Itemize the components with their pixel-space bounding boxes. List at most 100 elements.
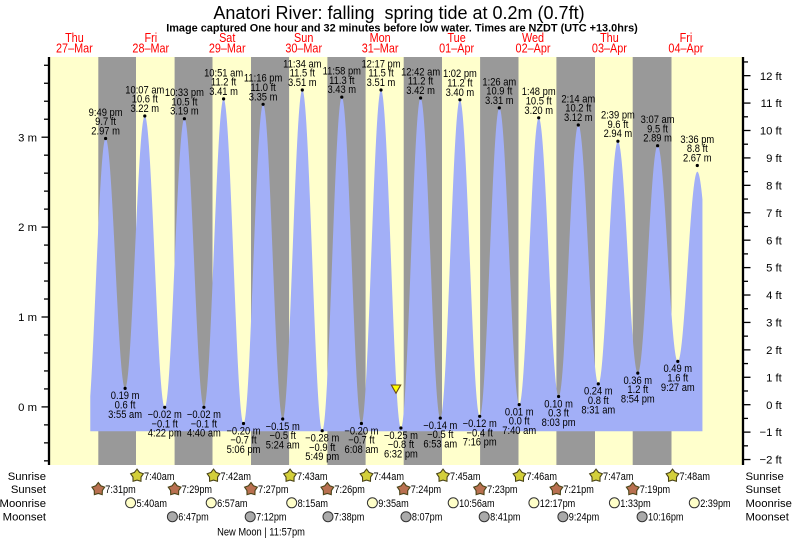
svg-text:Tue: Tue bbox=[447, 31, 466, 45]
svg-text:−0.5 ft: −0.5 ft bbox=[427, 430, 453, 442]
svg-text:−0.1 ft: −0.1 ft bbox=[152, 419, 178, 431]
svg-text:11.2 ft: 11.2 ft bbox=[447, 78, 473, 90]
svg-text:0.01 m: 0.01 m bbox=[505, 407, 534, 419]
svg-text:3.42 m: 3.42 m bbox=[406, 85, 435, 97]
svg-text:7:24pm: 7:24pm bbox=[411, 484, 441, 496]
svg-text:1:48 pm: 1:48 pm bbox=[522, 87, 556, 99]
svg-text:0.10 m: 0.10 m bbox=[544, 399, 573, 411]
svg-text:7:38pm: 7:38pm bbox=[334, 512, 364, 524]
svg-text:7:23pm: 7:23pm bbox=[487, 484, 517, 496]
svg-text:Sunrise: Sunrise bbox=[8, 471, 46, 483]
svg-text:0.24 m: 0.24 m bbox=[584, 386, 613, 398]
svg-text:−0.14 m: −0.14 m bbox=[423, 420, 457, 432]
svg-text:11:34 am: 11:34 am bbox=[283, 59, 321, 71]
svg-text:2 ft: 2 ft bbox=[766, 345, 783, 357]
svg-text:11:16 pm: 11:16 pm bbox=[244, 73, 282, 85]
svg-text:Moonset: Moonset bbox=[746, 512, 790, 524]
svg-text:3.31 m: 3.31 m bbox=[485, 95, 514, 107]
svg-text:02–Apr: 02–Apr bbox=[516, 42, 551, 56]
svg-text:−0.12 m: −0.12 m bbox=[463, 419, 497, 431]
svg-text:1 ft: 1 ft bbox=[766, 372, 783, 384]
svg-text:−0.02 m: −0.02 m bbox=[187, 410, 221, 422]
svg-text:2:39 pm: 2:39 pm bbox=[601, 110, 635, 122]
svg-text:Sunrise: Sunrise bbox=[746, 471, 784, 483]
svg-text:2:39pm: 2:39pm bbox=[700, 498, 730, 510]
svg-text:8.8 ft: 8.8 ft bbox=[687, 144, 708, 156]
svg-text:11.5 ft: 11.5 ft bbox=[290, 68, 316, 80]
svg-text:10.5 ft: 10.5 ft bbox=[526, 96, 552, 108]
svg-text:4 ft: 4 ft bbox=[766, 290, 783, 302]
svg-text:Thu: Thu bbox=[600, 31, 619, 45]
svg-text:7:26pm: 7:26pm bbox=[334, 484, 364, 496]
svg-text:2.89 m: 2.89 m bbox=[643, 133, 672, 145]
svg-text:2:14 am: 2:14 am bbox=[561, 94, 595, 106]
svg-text:7:31pm: 7:31pm bbox=[105, 484, 135, 496]
svg-text:−0.7 ft: −0.7 ft bbox=[348, 435, 374, 447]
svg-text:7:45am: 7:45am bbox=[450, 471, 480, 483]
svg-text:8:31 am: 8:31 am bbox=[581, 405, 615, 417]
svg-text:9:49 pm: 9:49 pm bbox=[89, 107, 123, 119]
svg-text:11.0 ft: 11.0 ft bbox=[250, 82, 276, 94]
svg-text:4:40 am: 4:40 am bbox=[187, 428, 221, 440]
svg-text:9.6 ft: 9.6 ft bbox=[607, 119, 628, 131]
svg-text:Sunset: Sunset bbox=[746, 484, 782, 496]
svg-text:3:07 am: 3:07 am bbox=[641, 115, 675, 127]
svg-text:04–Apr: 04–Apr bbox=[668, 42, 703, 56]
svg-text:12:17 pm: 12:17 pm bbox=[361, 59, 400, 71]
svg-text:3.12 m: 3.12 m bbox=[564, 112, 593, 124]
svg-text:8:41pm: 8:41pm bbox=[490, 512, 520, 524]
svg-text:New Moon | 11:57pm: New Moon | 11:57pm bbox=[217, 527, 305, 539]
svg-text:7:40 am: 7:40 am bbox=[502, 425, 536, 437]
svg-text:7:46am: 7:46am bbox=[527, 471, 557, 483]
svg-text:30–Mar: 30–Mar bbox=[285, 42, 322, 56]
svg-text:7:29pm: 7:29pm bbox=[182, 484, 212, 496]
svg-text:7:43am: 7:43am bbox=[297, 471, 327, 483]
svg-text:6:08 am: 6:08 am bbox=[344, 444, 378, 456]
svg-text:10.2 ft: 10.2 ft bbox=[565, 103, 591, 115]
svg-text:Image captured One hour and 32: Image captured One hour and 32 minutes b… bbox=[166, 22, 638, 34]
svg-text:−0.02 m: −0.02 m bbox=[148, 410, 182, 422]
svg-text:0 m: 0 m bbox=[18, 402, 37, 414]
svg-text:Moonset: Moonset bbox=[3, 512, 47, 524]
svg-text:10:56am: 10:56am bbox=[459, 498, 494, 510]
svg-text:0.36 m: 0.36 m bbox=[623, 375, 652, 387]
svg-text:Thu: Thu bbox=[65, 31, 84, 45]
svg-text:28–Mar: 28–Mar bbox=[132, 42, 169, 56]
svg-text:Moonrise: Moonrise bbox=[746, 498, 792, 510]
svg-text:9 ft: 9 ft bbox=[766, 153, 783, 165]
svg-text:8:07pm: 8:07pm bbox=[412, 512, 442, 524]
svg-text:31–Mar: 31–Mar bbox=[362, 42, 399, 56]
svg-text:−0.28 m: −0.28 m bbox=[305, 433, 339, 445]
svg-text:6:57am: 6:57am bbox=[217, 498, 247, 510]
svg-text:9.5 ft: 9.5 ft bbox=[647, 124, 668, 136]
svg-text:10.5 ft: 10.5 ft bbox=[171, 97, 197, 109]
svg-text:Fri: Fri bbox=[680, 31, 693, 45]
svg-text:−0.4 ft: −0.4 ft bbox=[467, 428, 493, 440]
svg-text:8:15am: 8:15am bbox=[298, 498, 328, 510]
svg-text:0.0 ft: 0.0 ft bbox=[509, 416, 530, 428]
svg-text:Wed: Wed bbox=[522, 31, 544, 45]
svg-text:7:27pm: 7:27pm bbox=[258, 484, 288, 496]
svg-text:2.97 m: 2.97 m bbox=[91, 126, 120, 138]
svg-text:Anatori River: falling spring: Anatori River: falling spring tide at 0.… bbox=[213, 3, 584, 23]
svg-text:2.94 m: 2.94 m bbox=[604, 129, 633, 141]
svg-text:11.2 ft: 11.2 ft bbox=[211, 77, 237, 89]
svg-text:7 ft: 7 ft bbox=[766, 208, 783, 220]
svg-text:7:42am: 7:42am bbox=[221, 471, 251, 483]
svg-text:11:58 pm: 11:58 pm bbox=[323, 66, 361, 78]
svg-text:Sun: Sun bbox=[294, 31, 313, 45]
svg-text:0.6 ft: 0.6 ft bbox=[115, 400, 136, 412]
svg-text:7:12pm: 7:12pm bbox=[256, 512, 286, 524]
svg-text:2 m: 2 m bbox=[18, 222, 37, 234]
svg-text:3.51 m: 3.51 m bbox=[367, 77, 396, 89]
svg-text:0.49 m: 0.49 m bbox=[663, 364, 692, 376]
svg-text:3.40 m: 3.40 m bbox=[446, 87, 475, 99]
svg-text:6:53 am: 6:53 am bbox=[423, 439, 457, 451]
svg-text:9:24pm: 9:24pm bbox=[569, 512, 599, 524]
svg-text:1:33pm: 1:33pm bbox=[620, 498, 650, 510]
svg-text:−0.20 m: −0.20 m bbox=[226, 426, 260, 438]
svg-text:3:55 am: 3:55 am bbox=[108, 409, 142, 421]
svg-text:27–Mar: 27–Mar bbox=[56, 42, 93, 56]
svg-text:10:33 pm: 10:33 pm bbox=[165, 88, 204, 100]
svg-text:7:44am: 7:44am bbox=[374, 471, 404, 483]
